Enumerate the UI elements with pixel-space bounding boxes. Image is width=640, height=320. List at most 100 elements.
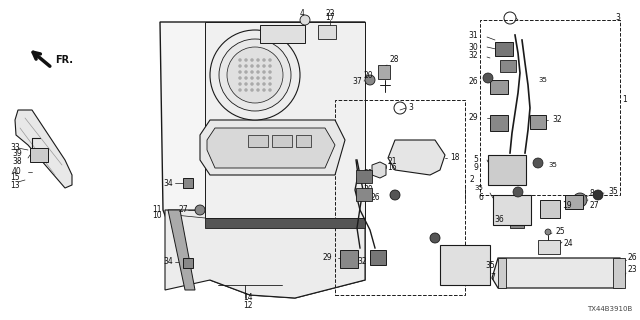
Polygon shape	[165, 210, 365, 298]
Polygon shape	[388, 140, 445, 175]
Text: 21: 21	[387, 157, 397, 166]
Circle shape	[257, 76, 259, 79]
Text: 20: 20	[364, 70, 373, 79]
Circle shape	[244, 83, 248, 85]
Bar	[183, 178, 193, 188]
Text: 9: 9	[473, 164, 478, 172]
Polygon shape	[205, 218, 365, 228]
Circle shape	[257, 70, 259, 74]
Circle shape	[365, 75, 375, 85]
Circle shape	[269, 89, 271, 92]
Text: 10: 10	[152, 211, 162, 220]
Bar	[480, 20, 620, 195]
Bar	[356, 188, 372, 201]
Circle shape	[219, 39, 291, 111]
Circle shape	[250, 76, 253, 79]
Text: 31: 31	[364, 169, 373, 178]
Circle shape	[210, 30, 300, 120]
Text: 25: 25	[555, 228, 564, 236]
Text: 24: 24	[563, 238, 573, 247]
Text: 26: 26	[628, 253, 637, 262]
Bar	[498, 258, 506, 288]
Text: 32: 32	[357, 258, 367, 267]
Text: 29: 29	[323, 253, 332, 262]
Bar	[500, 60, 516, 72]
Circle shape	[250, 89, 253, 92]
Circle shape	[195, 205, 205, 215]
Bar	[318, 25, 336, 39]
Circle shape	[257, 65, 259, 68]
Polygon shape	[15, 110, 72, 188]
Bar	[296, 135, 311, 147]
Circle shape	[573, 193, 587, 207]
Text: 2: 2	[469, 175, 474, 185]
Circle shape	[250, 65, 253, 68]
Text: 30: 30	[468, 43, 478, 52]
Bar	[248, 135, 268, 147]
Circle shape	[239, 89, 241, 92]
Text: TX44B3910B: TX44B3910B	[587, 306, 632, 312]
Circle shape	[269, 83, 271, 85]
Bar	[510, 218, 524, 228]
Bar	[378, 65, 390, 79]
Circle shape	[250, 59, 253, 61]
Text: 34: 34	[163, 179, 173, 188]
Circle shape	[239, 76, 241, 79]
Text: 28: 28	[390, 55, 399, 65]
Circle shape	[250, 83, 253, 85]
Circle shape	[269, 76, 271, 79]
Text: 19: 19	[562, 201, 572, 210]
Circle shape	[244, 89, 248, 92]
Text: 5: 5	[473, 156, 478, 164]
Text: 35: 35	[485, 260, 495, 269]
Text: 13: 13	[10, 180, 20, 189]
Bar	[30, 148, 48, 162]
Circle shape	[244, 76, 248, 79]
Bar	[340, 250, 358, 268]
Text: 37: 37	[352, 77, 362, 86]
Circle shape	[269, 65, 271, 68]
Circle shape	[269, 59, 271, 61]
Text: 4: 4	[300, 10, 305, 19]
Bar	[538, 240, 560, 254]
Bar	[495, 42, 513, 56]
Circle shape	[239, 65, 241, 68]
Circle shape	[269, 70, 271, 74]
Text: 40: 40	[12, 167, 22, 177]
Circle shape	[262, 89, 266, 92]
Text: 17: 17	[325, 13, 335, 22]
Text: 14: 14	[243, 293, 253, 302]
Text: 35: 35	[538, 77, 547, 83]
Bar	[488, 155, 526, 185]
Text: 26: 26	[468, 77, 478, 86]
Text: 39: 39	[12, 149, 22, 158]
Text: 32: 32	[468, 51, 478, 60]
Circle shape	[239, 83, 241, 85]
Text: 34: 34	[163, 258, 173, 267]
Bar	[356, 170, 372, 183]
Text: 38: 38	[12, 157, 22, 166]
Text: 11: 11	[152, 205, 162, 214]
Circle shape	[262, 76, 266, 79]
Bar	[613, 258, 625, 288]
Bar	[260, 25, 305, 43]
Polygon shape	[168, 210, 195, 290]
Text: 29: 29	[468, 114, 478, 123]
Bar	[565, 195, 583, 209]
Bar	[530, 115, 546, 129]
Text: 3: 3	[408, 103, 413, 113]
Circle shape	[513, 187, 523, 197]
Polygon shape	[200, 120, 345, 175]
Circle shape	[244, 70, 248, 74]
Text: 18: 18	[450, 154, 460, 163]
Bar	[493, 195, 531, 225]
Text: 30: 30	[364, 186, 373, 195]
Circle shape	[257, 59, 259, 61]
Circle shape	[250, 70, 253, 74]
Text: 15: 15	[10, 173, 20, 182]
Circle shape	[300, 15, 310, 25]
Text: 36: 36	[494, 215, 504, 225]
Text: 35: 35	[474, 185, 483, 191]
Text: 27: 27	[590, 201, 600, 210]
Text: 1: 1	[622, 95, 627, 105]
